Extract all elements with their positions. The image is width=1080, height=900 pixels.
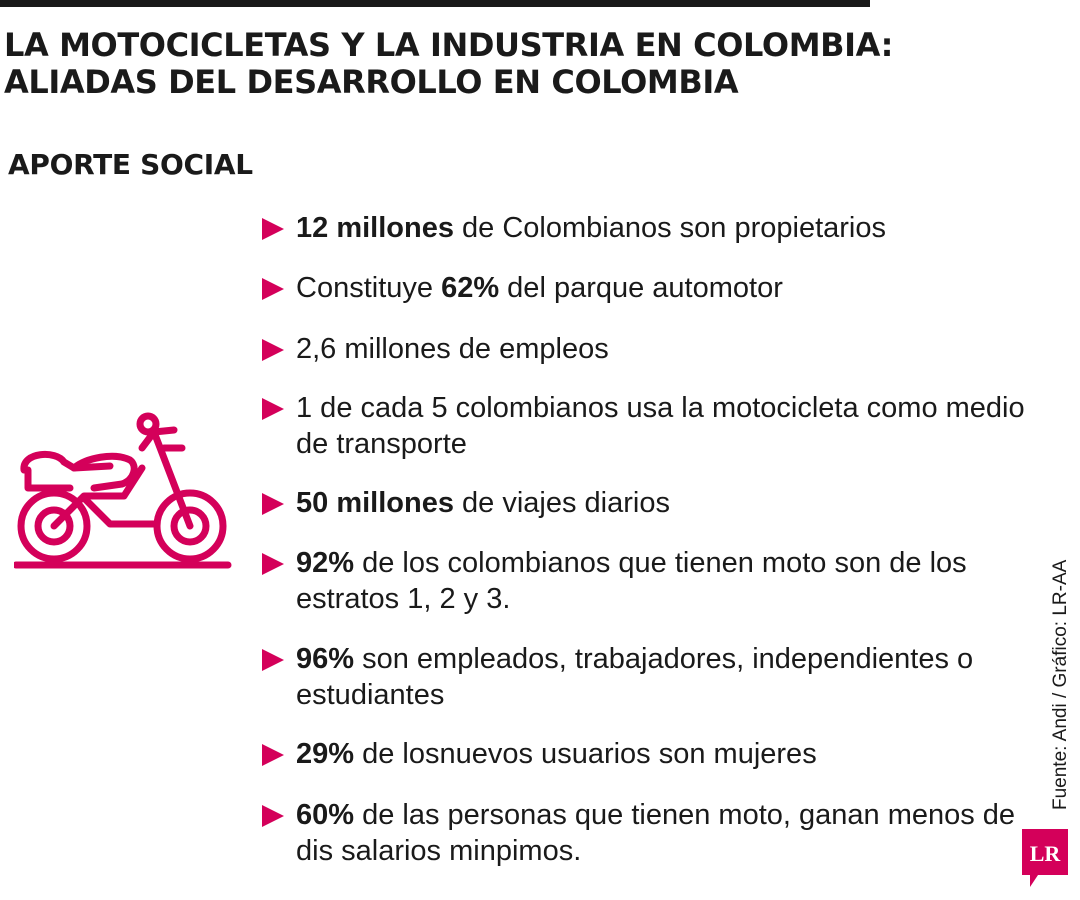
- title-line-1: LA MOTOCICLETAS Y LA INDUSTRIA EN COLOMB…: [4, 26, 893, 64]
- item-text: 2,6 millones de empleos: [296, 333, 609, 365]
- triangle-bullet-icon: [262, 805, 284, 827]
- item-text: de las personas que tienen moto, ganan m…: [296, 799, 1016, 867]
- item-text: de viajes diarios: [453, 487, 670, 519]
- item-highlight: 50 millones: [296, 487, 454, 519]
- triangle-bullet-icon: [262, 553, 284, 575]
- item-highlight: 12 millones: [296, 212, 454, 244]
- triangle-bullet-icon: [262, 493, 284, 515]
- item-highlight: 62%: [441, 272, 500, 304]
- triangle-bullet-icon: [262, 649, 284, 671]
- item-text: de losnuevos usuarios son mujeres: [354, 738, 817, 770]
- motorcycle-icon: [14, 412, 232, 569]
- top-rule: [0, 0, 870, 7]
- triangle-bullet-icon: [262, 278, 284, 300]
- list-item: 29% de losnuevos usuarios son mujeres: [262, 736, 1042, 772]
- item-text: 1 de cada 5 colombianos usa la motocicle…: [296, 392, 1025, 460]
- list-item: 12 millones de Colombianos son propietar…: [262, 210, 1042, 246]
- triangle-bullet-icon: [262, 398, 284, 420]
- item-text: son empleados, trabajadores, independien…: [296, 643, 974, 711]
- list-item: 1 de cada 5 colombianos usa la motocicle…: [262, 390, 1042, 462]
- item-highlight: 60%: [296, 799, 355, 831]
- list-item: 50 millones de viajes diarios: [262, 485, 1042, 521]
- item-text: del parque automotor: [499, 272, 783, 304]
- item-highlight: 29%: [296, 738, 355, 770]
- lr-logo: LR: [1022, 829, 1068, 887]
- list-item: 2,6 millones de empleos: [262, 331, 1042, 367]
- triangle-bullet-icon: [262, 339, 284, 361]
- page-title: LA MOTOCICLETAS Y LA INDUSTRIA EN COLOMB…: [4, 27, 1004, 101]
- item-text: de los colombianos que tienen moto son d…: [296, 547, 967, 615]
- list-item: Constituye 62% del parque automotor: [262, 270, 1042, 306]
- logo-text: LR: [1030, 841, 1062, 866]
- source-credit: Fuente: Andi / Gráfico: LR-AA: [1050, 559, 1071, 810]
- section-title: APORTE SOCIAL: [8, 148, 253, 181]
- triangle-bullet-icon: [262, 744, 284, 766]
- item-text: de Colombianos son propietarios: [453, 212, 886, 244]
- list-item: 92% de los colombianos que tienen moto s…: [262, 545, 1042, 617]
- triangle-bullet-icon: [262, 218, 284, 240]
- item-highlight: 92%: [296, 547, 355, 579]
- list-item: 60% de las personas que tienen moto, gan…: [262, 797, 1042, 869]
- list-item: 96% son empleados, trabajadores, indepen…: [262, 641, 1042, 713]
- title-line-2: ALIADAS DEL DESARROLLO EN COLOMBIA: [4, 63, 739, 101]
- item-text-prefix: Constituye: [296, 272, 442, 304]
- item-highlight: 96%: [296, 643, 355, 675]
